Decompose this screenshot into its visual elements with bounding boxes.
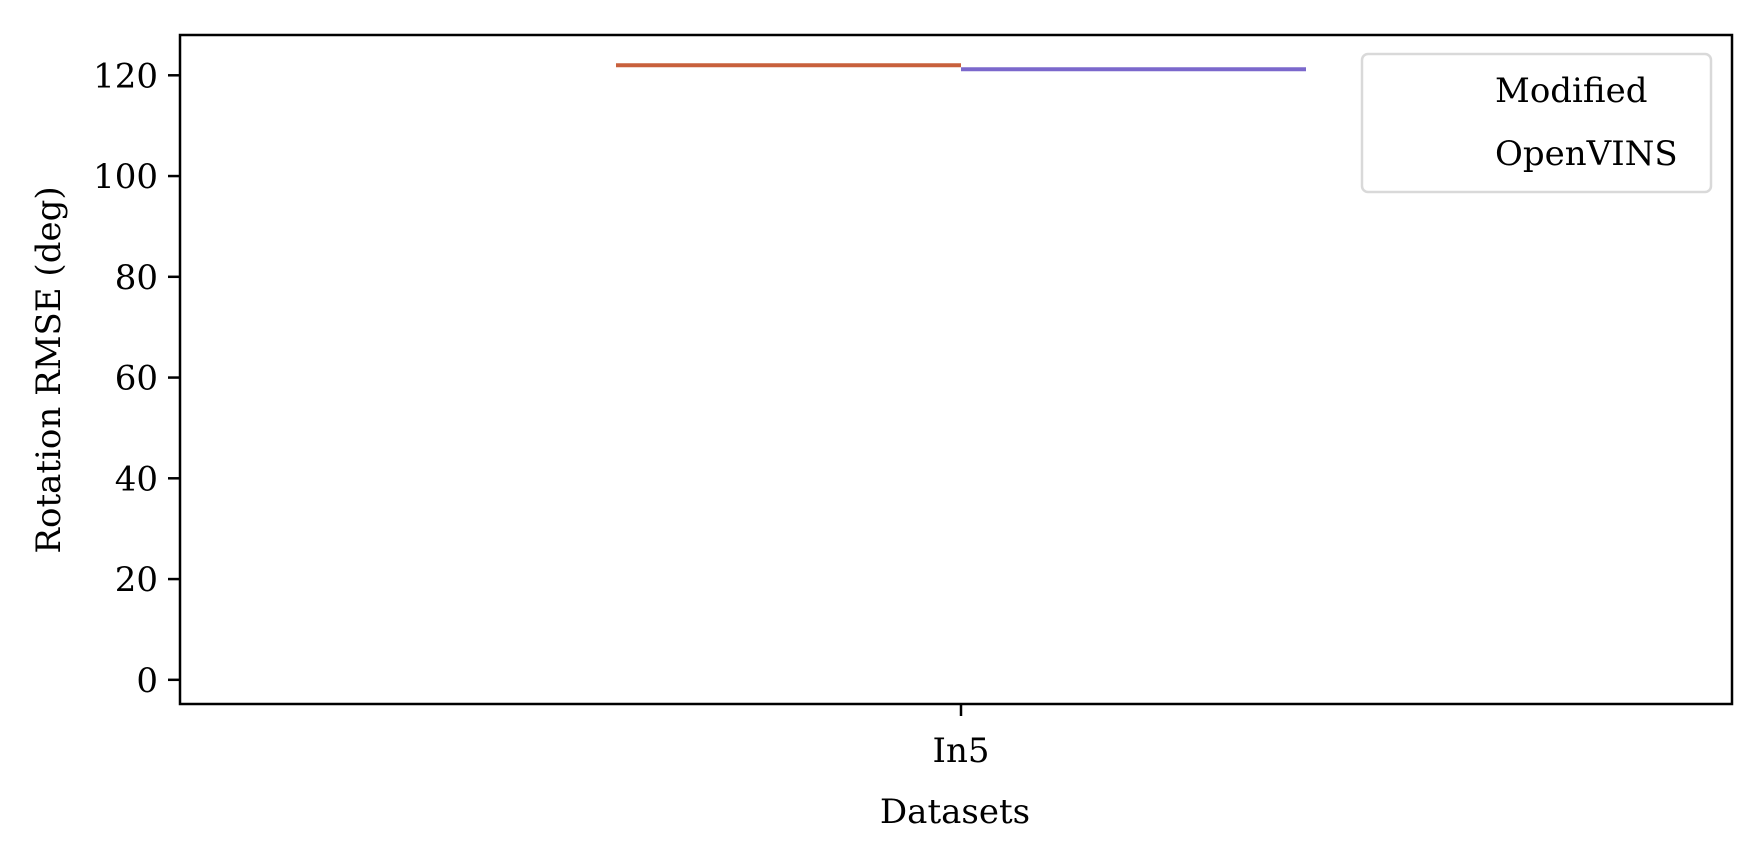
x-axis-label: Datasets xyxy=(880,792,1030,832)
series-layer xyxy=(616,63,1306,72)
legend-label-modified: Modified xyxy=(1495,71,1648,111)
y-tick-label: 100 xyxy=(93,157,158,197)
y-tick-label: 20 xyxy=(115,560,158,600)
y-tick-label: 120 xyxy=(93,56,158,96)
y-tick-label: 40 xyxy=(115,459,158,499)
legend-label-openvins: OpenVINS xyxy=(1495,134,1678,174)
y-axis-label: Rotation RMSE (deg) xyxy=(29,186,69,553)
legend: Modified OpenVINS xyxy=(1360,52,1713,194)
y-tick-label: 80 xyxy=(115,258,158,298)
y-axis: 0 20 40 60 80 100 120 xyxy=(93,56,180,701)
plot-frame xyxy=(178,33,1734,706)
x-tick-label: In5 xyxy=(933,731,990,771)
legend-box xyxy=(1360,52,1713,194)
x-axis: In5 xyxy=(933,704,990,771)
y-tick-label: 60 xyxy=(115,359,158,399)
y-tick-label: 0 xyxy=(136,661,158,701)
